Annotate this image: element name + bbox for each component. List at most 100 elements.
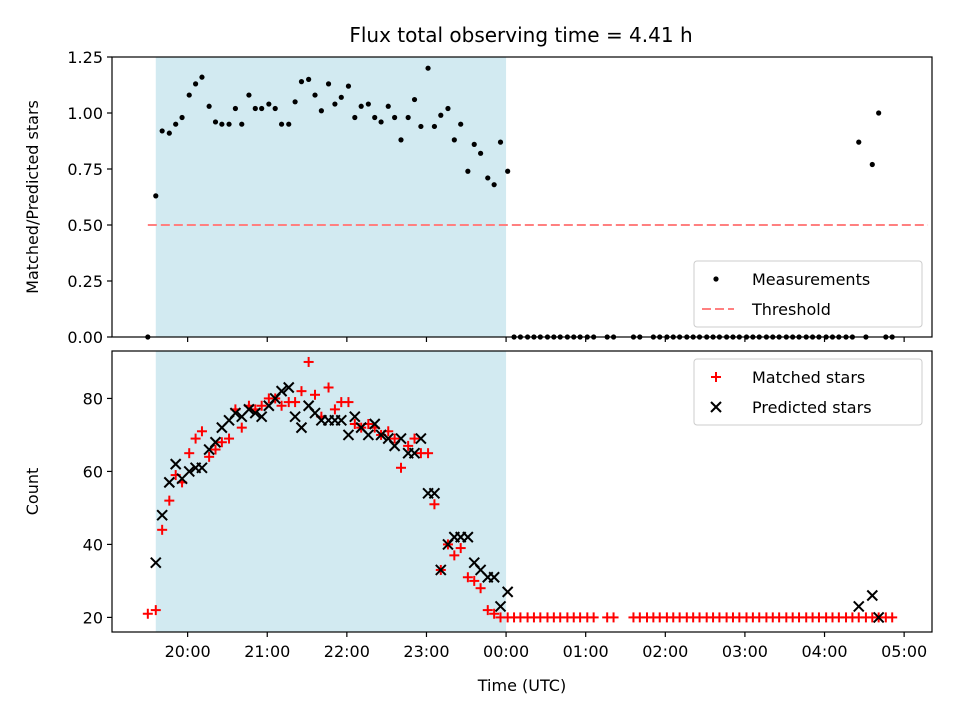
measurement-point: [352, 114, 358, 121]
matched-star-point: [462, 572, 473, 583]
x-b: [395, 432, 407, 445]
predicted-star-point: [872, 611, 885, 624]
x-b: [302, 400, 315, 412]
matched-star-point: [224, 433, 235, 444]
x-b: [710, 401, 722, 413]
legend-label: Threshold: [751, 300, 831, 319]
measurement-point: [869, 161, 875, 168]
x-tick-label: 23:00: [403, 642, 449, 661]
x-tick-label: 03:00: [722, 642, 768, 661]
matched-star-point: [276, 400, 287, 411]
matched-star-point: [303, 356, 314, 367]
y-axis-label: Count: [23, 468, 42, 516]
matched-star-point: [343, 397, 354, 408]
legend: Measurements Threshold: [693, 260, 923, 328]
x-b: [462, 531, 474, 543]
x-b: [428, 487, 441, 500]
predicted-star-point: [283, 381, 295, 394]
matched-star-point: [164, 495, 175, 506]
x-b: [342, 429, 355, 441]
matched-star-point: [236, 422, 247, 433]
measurement-point: [431, 123, 438, 130]
x-b: [335, 414, 347, 427]
x-b: [408, 447, 421, 459]
axes-frame: [111, 350, 933, 633]
predicted-star-point: [408, 447, 421, 459]
matched-star-point: [423, 448, 434, 459]
x-b: [295, 421, 308, 434]
matched-star-point: [403, 440, 414, 451]
x-b: [369, 418, 381, 430]
matched-star-point: [204, 451, 215, 462]
predicted-star-point: [853, 600, 865, 613]
measurement-point: [365, 101, 371, 107]
measurement-point: [246, 92, 252, 98]
measurement-point: [385, 103, 391, 109]
matched-star-point: [150, 605, 161, 616]
measurement-point: [378, 119, 384, 125]
ratio-panel: 0.00 0.25 0.50 0.75 1.00 1.25 Matched/Predicte…: [23, 48, 933, 347]
measurement-point: [186, 92, 192, 98]
x-b: [362, 429, 375, 441]
measurement-point: [465, 168, 471, 174]
measurement-point: [451, 137, 457, 143]
predicted-star-point: [243, 403, 255, 416]
matched-star-point: [389, 433, 400, 444]
predicted-star-point: [249, 407, 262, 419]
predicted-star-point: [342, 429, 355, 441]
x-b: [169, 458, 182, 470]
x-b: [494, 600, 507, 613]
predicted-star-point: [435, 564, 447, 576]
measurement-point: [411, 96, 418, 103]
x-b: [872, 611, 885, 624]
x-b: [853, 600, 865, 613]
matched-star-point: [482, 605, 493, 616]
measurement-point: [398, 137, 404, 143]
measurement-point: [292, 99, 298, 105]
measurement-point: [438, 112, 444, 118]
x-tick-label: 22:00: [324, 642, 370, 661]
x-b: [866, 589, 878, 602]
x-tick-label: 02:00: [642, 642, 688, 661]
measurement-point: [166, 130, 172, 136]
measurement-point: [471, 141, 477, 147]
predicted-star-point: [196, 462, 208, 474]
measurement-point: [505, 168, 511, 174]
x-b: [468, 556, 480, 569]
predicted-star-point: [488, 571, 500, 583]
x-b: [415, 432, 427, 445]
predicted-star-point: [255, 410, 268, 423]
matched-star-point: [449, 550, 460, 561]
observing-span-shade: [155, 57, 507, 337]
y-tick-label: 0.75: [67, 160, 103, 179]
matched-star-point: [296, 386, 307, 397]
matched-star-point: [887, 612, 898, 623]
measurement-point: [372, 114, 378, 121]
measurement-point: [298, 79, 305, 85]
y-tick-label: 20: [83, 608, 103, 627]
measurement-point: [219, 121, 225, 127]
x-tick-label: 04:00: [801, 642, 847, 661]
series-measurements: [145, 65, 895, 340]
series-predicted-stars: [150, 381, 885, 624]
matched-star-point: [608, 612, 619, 623]
x-tick-label: 00:00: [483, 642, 529, 661]
measurement-point: [485, 175, 491, 181]
y-tick-label: 1.25: [67, 48, 103, 67]
matched-star-point: [588, 612, 599, 623]
axes-frame: [111, 56, 933, 338]
legend-measurement-marker: [713, 276, 719, 282]
y-tick-label: 1.00: [67, 104, 103, 123]
measurement-point: [418, 123, 424, 130]
measurement-point: [266, 101, 272, 107]
matched-star-point: [469, 575, 480, 586]
measurement-point: [876, 110, 882, 116]
x-b: [255, 410, 268, 423]
predicted-star-point: [183, 465, 195, 478]
x-b: [150, 556, 162, 569]
matched-star-point: [429, 499, 440, 510]
x-b: [156, 509, 168, 521]
y-tick-label: 0.50: [67, 216, 103, 235]
x-b: [435, 564, 447, 576]
